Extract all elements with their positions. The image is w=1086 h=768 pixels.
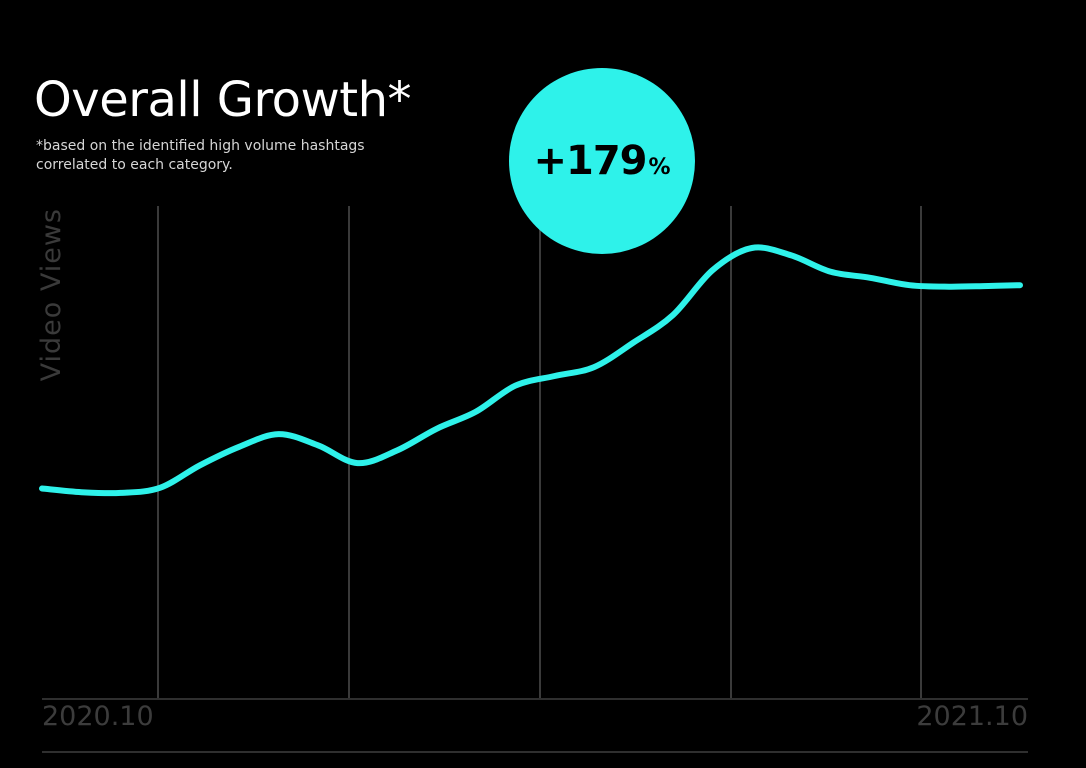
footnote: *based on the identified high volume has…	[36, 137, 365, 175]
growth-unit: %	[648, 154, 671, 180]
x-tick-label-start: 2020.10	[42, 701, 154, 732]
footnote-line-2: correlated to each category.	[36, 157, 233, 173]
chart-title: Overall Growth*	[34, 72, 412, 128]
footnote-line-1: *based on the identified high volume has…	[36, 138, 365, 154]
grid-lines	[157, 206, 922, 698]
bottom-rule	[42, 751, 1028, 753]
growth-value: +179	[533, 138, 647, 184]
growth-badge: +179 %	[509, 68, 695, 254]
x-tick-label-end: 2021.10	[916, 701, 1028, 732]
series-line-video-views	[39, 244, 1023, 497]
